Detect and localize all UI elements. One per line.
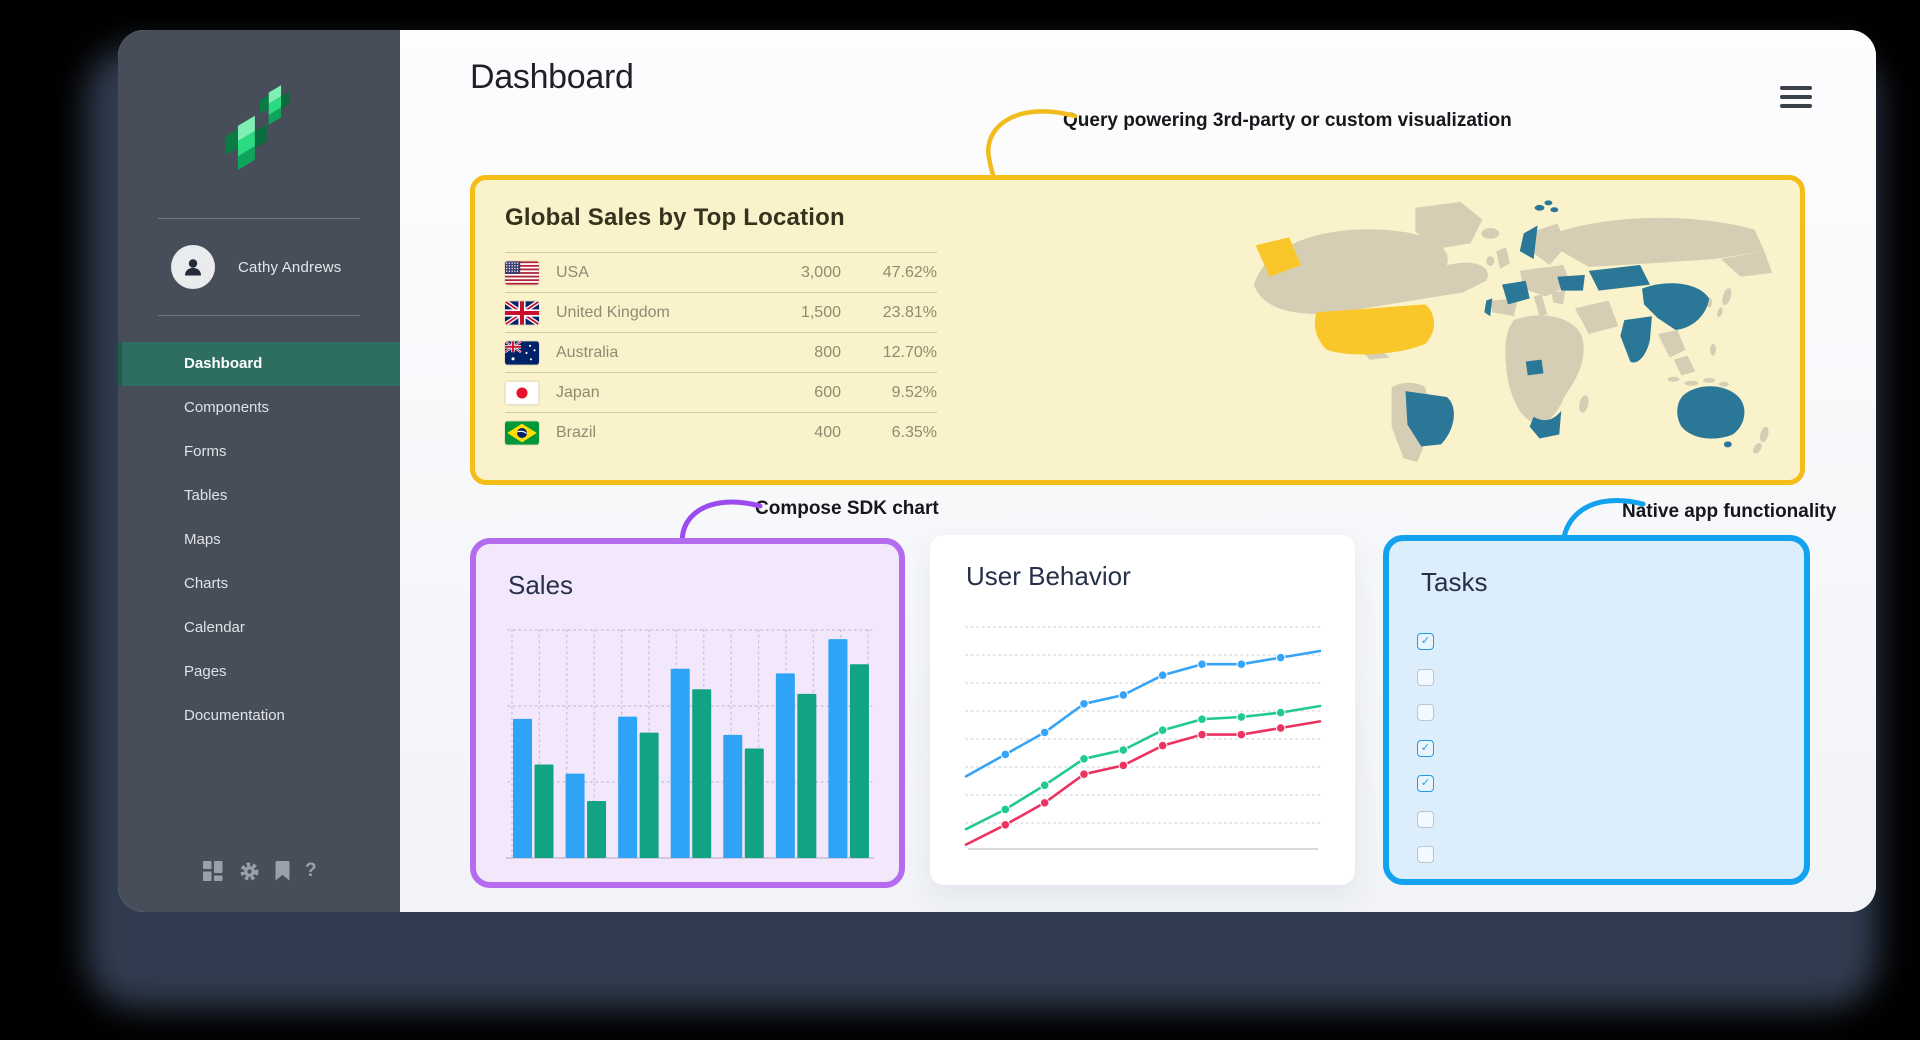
table-row: Japan 600 9.52% — [505, 372, 937, 412]
value-cell: 3,000 — [800, 263, 841, 281]
task-checkbox[interactable] — [1417, 704, 1434, 721]
annotation-compose: Compose SDK chart — [755, 498, 939, 519]
table-row: Australia 800 12.70% — [505, 332, 937, 372]
value-cell: 600 — [814, 383, 841, 401]
value-cell: 1,500 — [800, 303, 841, 321]
country-cell: Japan — [556, 383, 600, 401]
sidebar-item-components[interactable]: Components — [184, 399, 270, 416]
app-logo-icon — [226, 84, 290, 185]
task-checkbox[interactable]: ✓ — [1417, 775, 1434, 792]
sidebar-divider — [158, 218, 360, 219]
task-checkbox[interactable] — [1417, 668, 1434, 686]
task-row — [1417, 846, 1774, 863]
au-flag-icon — [505, 340, 539, 365]
sidebar-item-charts[interactable]: Charts — [184, 575, 229, 592]
user-behavior-line-chart — [964, 617, 1322, 862]
percent-cell: 12.70% — [882, 343, 937, 361]
main-content: Dashboard Query powering 3rd-party or cu… — [400, 30, 1876, 912]
task-row: ✓ — [1417, 739, 1774, 757]
task-checkbox[interactable]: ✓ — [1417, 739, 1434, 757]
table-row: Brazil 400 6.35% — [505, 412, 937, 452]
task-checkbox[interactable] — [1417, 846, 1434, 863]
task-checkbox[interactable] — [1417, 810, 1434, 828]
user-behavior-title: User Behavior — [966, 561, 1131, 591]
table-row: United Kingdom 1,500 23.81% — [505, 292, 937, 332]
tasks-card: Tasks ✓ ✓ ✓ — [1383, 535, 1810, 885]
sidebar-footer: ? — [202, 860, 317, 882]
hamburger-icon[interactable] — [1780, 86, 1812, 108]
br-flag-icon — [505, 420, 539, 445]
task-row — [1417, 704, 1774, 721]
task-checkbox[interactable]: ✓ — [1417, 633, 1434, 650]
apps-icon[interactable] — [202, 860, 224, 882]
help-icon[interactable]: ? — [305, 860, 317, 881]
task-row: ✓ — [1417, 633, 1774, 650]
sales-card: Sales — [470, 538, 905, 888]
country-cell: USA — [556, 263, 589, 281]
sidebar-item-forms[interactable]: Forms — [184, 443, 227, 460]
value-cell: 800 — [814, 343, 841, 361]
sidebar-nav: Dashboard Components Forms Tables Maps Charts… — [118, 342, 400, 738]
sidebar-item-dashboard[interactable]: Dashboard — [118, 342, 400, 386]
app-window: Cathy Andrews Dashboard Components Forms Ta… — [118, 30, 1876, 912]
tasks-title: Tasks — [1421, 567, 1488, 597]
value-cell: 400 — [814, 423, 841, 441]
sidebar-item-calendar[interactable]: Calendar — [184, 619, 245, 636]
tasks-list: ✓ ✓ ✓ — [1417, 633, 1774, 882]
sales-bar-chart — [506, 626, 874, 871]
global-sales-table: USA 3,000 47.62% United Kingdom 1,500 23… — [505, 252, 937, 452]
global-sales-title: Global Sales by Top Location — [505, 204, 845, 231]
task-row — [1417, 668, 1774, 686]
user-profile[interactable]: Cathy Andrews — [171, 245, 341, 289]
bookmark-icon[interactable] — [275, 861, 290, 881]
percent-cell: 23.81% — [882, 303, 937, 321]
country-cell: Brazil — [556, 423, 597, 441]
annotation-native: Native app functionality — [1622, 501, 1837, 522]
table-row: USA 3,000 47.62% — [505, 252, 937, 292]
user-behavior-card: User Behavior — [930, 535, 1355, 885]
sidebar: Cathy Andrews Dashboard Components Forms Ta… — [118, 30, 400, 912]
person-icon — [185, 259, 201, 276]
percent-cell: 47.62% — [882, 263, 937, 281]
world-map — [1253, 200, 1773, 463]
sidebar-item-tables[interactable]: Tables — [184, 487, 228, 504]
jp-flag-icon — [505, 380, 539, 405]
country-cell: Australia — [556, 343, 619, 361]
annotation-query: Query powering 3rd-party or custom visua… — [1063, 110, 1512, 131]
sales-title: Sales — [508, 570, 574, 600]
page-title: Dashboard — [470, 58, 634, 96]
us-flag-icon — [505, 260, 539, 285]
country-cell: United Kingdom — [556, 303, 670, 321]
gear-icon[interactable] — [239, 861, 260, 882]
percent-cell: 6.35% — [891, 423, 937, 441]
user-name: Cathy Andrews — [238, 258, 342, 276]
global-sales-card: Global Sales by Top Location USA 3,000 4… — [470, 175, 1805, 485]
sidebar-item-maps[interactable]: Maps — [184, 531, 221, 548]
sidebar-divider — [158, 315, 360, 316]
task-row — [1417, 810, 1774, 828]
avatar — [171, 245, 215, 289]
sidebar-item-pages[interactable]: Pages — [184, 663, 227, 680]
gb-flag-icon — [505, 300, 539, 325]
percent-cell: 9.52% — [891, 383, 937, 401]
task-row: ✓ — [1417, 775, 1774, 792]
sidebar-item-documentation[interactable]: Documentation — [184, 707, 285, 724]
